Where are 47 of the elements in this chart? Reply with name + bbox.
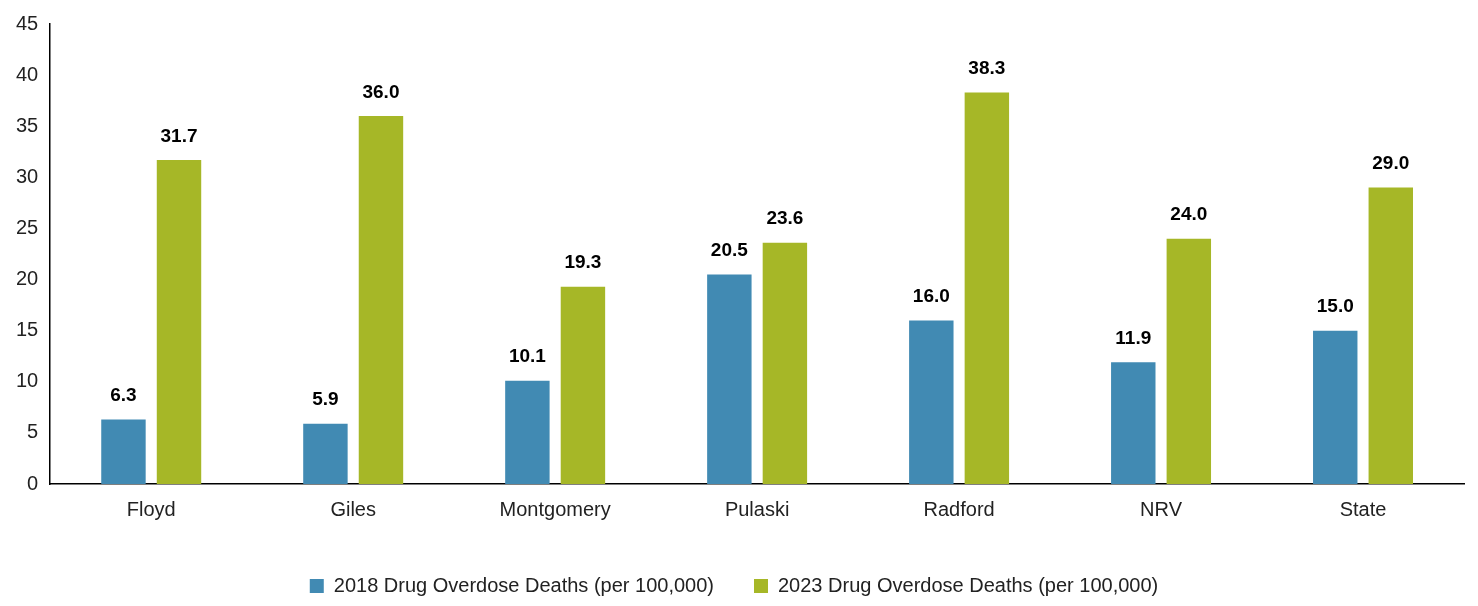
data-label: 38.3 [968,57,1006,79]
y-tick-label: 35 [16,113,39,136]
data-label: 20.5 [710,239,749,261]
x-tick-label: Montgomery [499,497,611,520]
data-label: 36.0 [362,80,400,102]
bar [1313,330,1358,484]
y-tick-label: 40 [16,62,39,85]
data-label: 10.1 [508,345,547,367]
y-tick-label: 5 [27,420,39,443]
y-tick-label: 10 [16,369,39,392]
y-tick-label: 25 [16,215,39,238]
legend-label: 2018 Drug Overdose Deaths (per 100,000) [333,573,715,596]
y-tick-label: 45 [16,11,39,34]
bar [1166,238,1212,484]
x-tick-label: Pulaski [724,497,790,520]
data-label: 29.0 [1372,152,1410,174]
bar [707,274,752,484]
legend-label: 2023 Drug Overdose Deaths (per 100,000) [778,573,1159,596]
y-tick-label: 15 [16,318,39,341]
data-label: 15.0 [1316,295,1354,317]
bar [1368,187,1413,484]
x-tick-label: State [1339,497,1387,520]
data-label: 6.3 [110,384,137,406]
bar [964,92,1010,484]
bar [358,116,404,484]
data-label: 23.6 [766,207,804,229]
x-tick-label: NRV [1140,497,1183,520]
y-tick-label: 30 [16,164,39,187]
bar [156,159,202,484]
bar [101,419,146,484]
x-tick-label: Floyd [126,497,176,520]
data-label: 31.7 [160,124,198,146]
y-tick-label: 20 [16,267,39,290]
x-tick-label: Giles [330,497,376,520]
bar [909,320,954,484]
bar [1111,362,1156,484]
x-tick-label: Radford [923,497,995,520]
bar [303,423,348,484]
y-tick-label: 0 [27,471,39,494]
bar [762,242,808,484]
data-label: 16.0 [912,285,950,307]
data-label: 24.0 [1170,203,1208,225]
data-label: 11.9 [1115,327,1152,349]
bar [505,380,550,484]
data-label: 19.3 [564,251,602,273]
bar [560,286,606,484]
data-label: 5.9 [312,388,339,410]
